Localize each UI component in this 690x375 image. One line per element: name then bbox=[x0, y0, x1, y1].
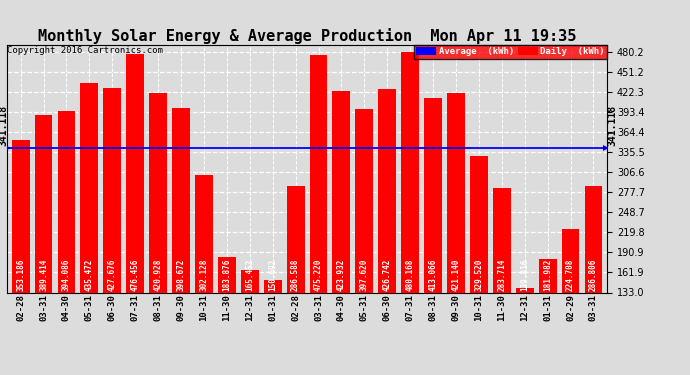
Title: Monthly Solar Energy & Average Production  Mon Apr 11 19:35: Monthly Solar Energy & Average Productio… bbox=[38, 28, 576, 44]
Bar bbox=[539, 258, 557, 292]
Bar bbox=[401, 52, 419, 292]
Bar bbox=[34, 115, 52, 292]
Text: 150.692: 150.692 bbox=[268, 259, 277, 291]
Bar bbox=[149, 93, 167, 292]
Text: 420.928: 420.928 bbox=[154, 259, 163, 291]
Text: 394.086: 394.086 bbox=[62, 259, 71, 291]
Text: 329.520: 329.520 bbox=[475, 259, 484, 291]
Bar bbox=[562, 229, 580, 292]
Text: 426.742: 426.742 bbox=[383, 259, 392, 291]
Text: 224.708: 224.708 bbox=[566, 259, 575, 291]
Text: 476.456: 476.456 bbox=[130, 259, 139, 291]
Text: 283.714: 283.714 bbox=[497, 259, 506, 291]
Bar bbox=[355, 109, 373, 292]
Bar bbox=[218, 257, 236, 292]
Bar bbox=[470, 156, 488, 292]
Text: 181.982: 181.982 bbox=[543, 259, 552, 291]
Text: 139.816: 139.816 bbox=[520, 259, 529, 291]
Text: 427.676: 427.676 bbox=[108, 259, 117, 291]
Text: 423.932: 423.932 bbox=[337, 259, 346, 291]
Text: 302.128: 302.128 bbox=[199, 259, 208, 291]
Text: 353.186: 353.186 bbox=[16, 259, 25, 291]
Bar bbox=[493, 188, 511, 292]
Bar bbox=[12, 140, 30, 292]
Text: 421.140: 421.140 bbox=[451, 259, 460, 291]
Bar bbox=[333, 91, 351, 292]
Bar bbox=[172, 108, 190, 292]
Bar bbox=[241, 270, 259, 292]
Bar bbox=[195, 175, 213, 292]
Text: 435.472: 435.472 bbox=[85, 259, 94, 291]
Bar bbox=[584, 186, 602, 292]
Text: 341.118: 341.118 bbox=[0, 105, 8, 146]
Legend: Average  (kWh), Daily  (kWh): Average (kWh), Daily (kWh) bbox=[414, 45, 607, 58]
Bar bbox=[57, 111, 75, 292]
Text: 413.066: 413.066 bbox=[428, 259, 437, 291]
Bar bbox=[310, 55, 328, 292]
Bar bbox=[424, 98, 442, 292]
Bar bbox=[126, 54, 144, 292]
Text: 480.168: 480.168 bbox=[406, 259, 415, 291]
Bar bbox=[447, 93, 465, 292]
Text: 286.588: 286.588 bbox=[291, 259, 300, 291]
Bar bbox=[516, 288, 533, 292]
Text: 398.672: 398.672 bbox=[177, 259, 186, 291]
Text: Copyright 2016 Cartronics.com: Copyright 2016 Cartronics.com bbox=[8, 46, 164, 56]
Bar bbox=[286, 186, 304, 292]
Bar bbox=[378, 89, 396, 292]
Text: 397.620: 397.620 bbox=[359, 259, 369, 291]
Text: 341.118: 341.118 bbox=[607, 105, 617, 146]
Bar bbox=[104, 88, 121, 292]
Text: 183.876: 183.876 bbox=[222, 259, 231, 291]
Bar bbox=[81, 83, 98, 292]
Bar bbox=[264, 280, 282, 292]
Text: 286.806: 286.806 bbox=[589, 259, 598, 291]
Text: 389.414: 389.414 bbox=[39, 259, 48, 291]
Text: 475.220: 475.220 bbox=[314, 259, 323, 291]
Text: 165.452: 165.452 bbox=[245, 259, 255, 291]
